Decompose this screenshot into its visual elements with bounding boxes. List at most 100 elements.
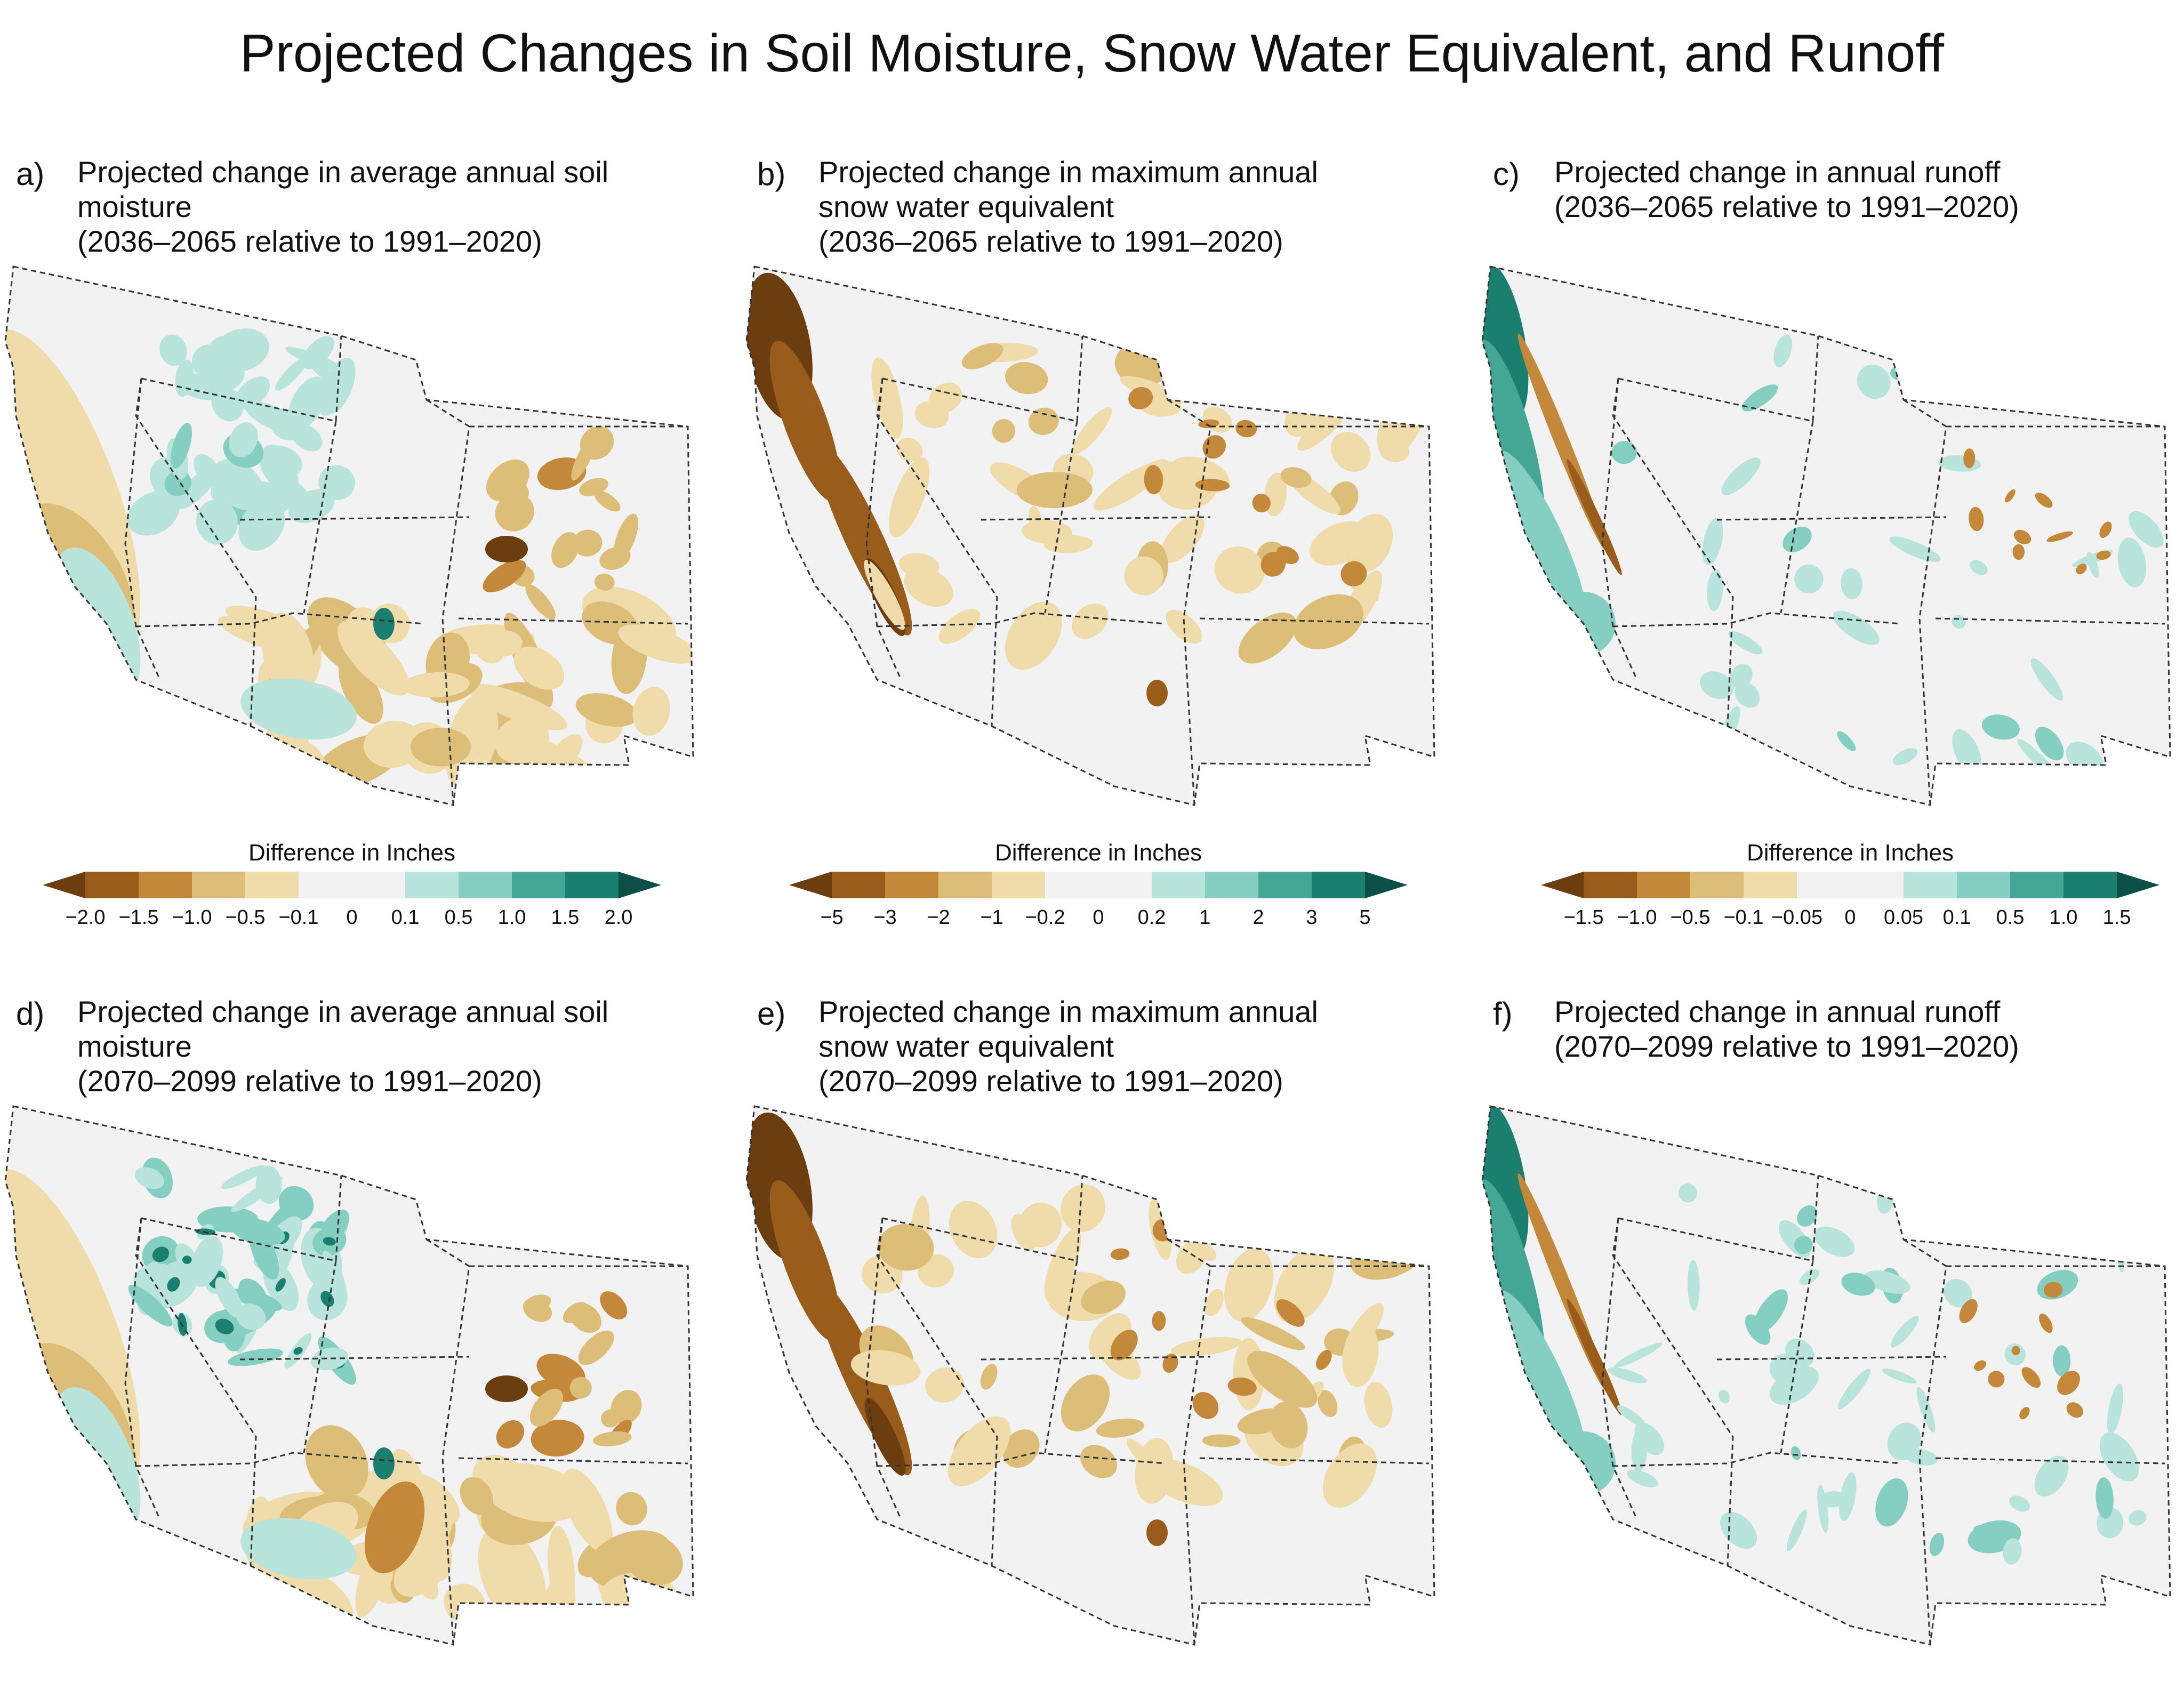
- panel-title-line: (2070–2099 relative to 1991–2020): [77, 1064, 542, 1098]
- colorbar-tick-label: −1.5: [1563, 906, 1604, 929]
- wet-patch: [231, 1288, 283, 1311]
- state-border: [1903, 1238, 1947, 1645]
- dry-patch: [1179, 324, 1215, 395]
- dry-patch: [1170, 1337, 1242, 1356]
- dry-patch: [618, 624, 693, 664]
- panel-title: Projected change in annual runoff (2036–…: [1554, 155, 2184, 224]
- panel-title-line: Projected change in annual runoff: [1554, 155, 2001, 189]
- state-border: [1780, 421, 1814, 614]
- dry-patch: [1110, 1330, 1138, 1361]
- dry-patch: [600, 1291, 628, 1319]
- panel-letter: b): [757, 156, 786, 192]
- state-border: [1601, 1218, 1638, 1520]
- colorbar-bin: [1045, 872, 1099, 898]
- state-border: [1618, 335, 1819, 422]
- region-outline: [745, 1105, 1435, 1646]
- wet-patch: [1728, 631, 1763, 655]
- dry-patch: [305, 1425, 368, 1499]
- wet-patch: [236, 1303, 266, 1330]
- colorbar-tick-label: 2.0: [604, 906, 633, 929]
- colorbar: [1541, 872, 2159, 898]
- dry-patch: [495, 493, 534, 532]
- colorbar-tick-label: 2: [1252, 906, 1264, 929]
- wet-patch: [1929, 1533, 1945, 1556]
- wet-patch: [2003, 1538, 2022, 1565]
- colorbar-arrow-low: [43, 872, 85, 898]
- wet-patch: [1944, 1279, 1972, 1308]
- colorbar-tick-label: −0.1: [278, 906, 319, 929]
- colorbar-bin: [2010, 872, 2064, 898]
- dry-patch: [2021, 1367, 2041, 1388]
- dry-patch: [1029, 407, 1059, 435]
- panel-title-line: snow water equivalent: [818, 1029, 1114, 1063]
- dry-patch: [925, 1367, 965, 1403]
- colorbar-bin: [1957, 872, 2011, 898]
- region-outline: [4, 1105, 694, 1646]
- panel-title-line: (2036–2065 relative to 1991–2020): [818, 224, 1283, 258]
- dry-patch: [1303, 1184, 1339, 1221]
- dry-patch: [1345, 1183, 1362, 1207]
- colorbar-tick-label: 5: [1359, 906, 1371, 929]
- dry-patch: [1080, 1445, 1118, 1478]
- wet-patch: [1627, 1469, 1659, 1487]
- wet-patch: [2117, 537, 2147, 588]
- wet-patch: [228, 1348, 284, 1366]
- dry-patch: [878, 1224, 934, 1271]
- wet-patch: [327, 480, 346, 497]
- region-outline: [4, 265, 694, 806]
- colorbar-tick-label: 0.2: [1137, 906, 1166, 929]
- wet-patch: [1608, 1367, 1647, 1383]
- wet-patch: [275, 356, 309, 391]
- wet-patch: [2030, 658, 2063, 701]
- panel-title: Projected change in average annual soil …: [77, 155, 717, 259]
- dry-patch: [1260, 552, 1286, 577]
- dry-patch: [1235, 420, 1257, 438]
- dry-patch: [625, 1534, 683, 1586]
- colorbar-bin: [1797, 872, 1851, 898]
- wet-patch: [1611, 440, 1637, 464]
- wet-patch: [1735, 681, 1760, 708]
- dry-patch: [1279, 1169, 1355, 1206]
- panel-title-line: Projected change in maximum annual: [818, 995, 1318, 1028]
- map-soil-moisture-2036-2065: [4, 265, 694, 806]
- state-border: [865, 1218, 902, 1520]
- map-background: [1482, 1106, 2170, 1645]
- dry-patch: [864, 560, 905, 630]
- dry-patch: [2012, 544, 2025, 560]
- colorbar-bin: [938, 872, 992, 898]
- colorbar-tick-label: −2: [927, 906, 950, 929]
- dry-patch: [948, 1416, 1011, 1486]
- dry-patch: [1016, 472, 1093, 509]
- state-border: [1903, 399, 1947, 806]
- dry-patch: [572, 529, 603, 557]
- colorbar-bin: [565, 872, 619, 898]
- state-border: [1612, 1218, 1734, 1566]
- wet-patch: [167, 1277, 180, 1292]
- wet-patch: [255, 1165, 282, 1204]
- state-border: [981, 1356, 1211, 1361]
- state-border: [882, 335, 1083, 422]
- dry-patch: [1061, 1374, 1110, 1431]
- colorbar-tick-label: −1.0: [172, 906, 212, 929]
- colorbar-bin: [459, 872, 512, 898]
- wet-patch: [1613, 1342, 1663, 1368]
- state-border: [239, 1356, 470, 1361]
- wet-patch: [2095, 1477, 2114, 1519]
- wet-patch: [322, 358, 356, 414]
- colorbar-bin: [1584, 872, 1637, 898]
- colorbar-bin: [1098, 872, 1152, 898]
- state-border: [124, 378, 161, 680]
- wet-patch: [1841, 1273, 1875, 1296]
- dry-patch: [1969, 506, 1984, 532]
- panel-e: e) Projected change in maximum annual sn…: [741, 989, 1469, 1682]
- dry-patch: [571, 434, 597, 481]
- dry-patch: [339, 657, 383, 724]
- dry-patch: [899, 553, 940, 578]
- state-border: [426, 399, 470, 806]
- wet-patch: [1699, 671, 1734, 699]
- dry-patch: [1322, 1443, 1377, 1508]
- dry-patch: [1192, 1392, 1219, 1419]
- dry-patch: [2096, 550, 2111, 560]
- wet-patch: [1981, 714, 2020, 740]
- colorbar-arrow-low: [1541, 872, 1584, 898]
